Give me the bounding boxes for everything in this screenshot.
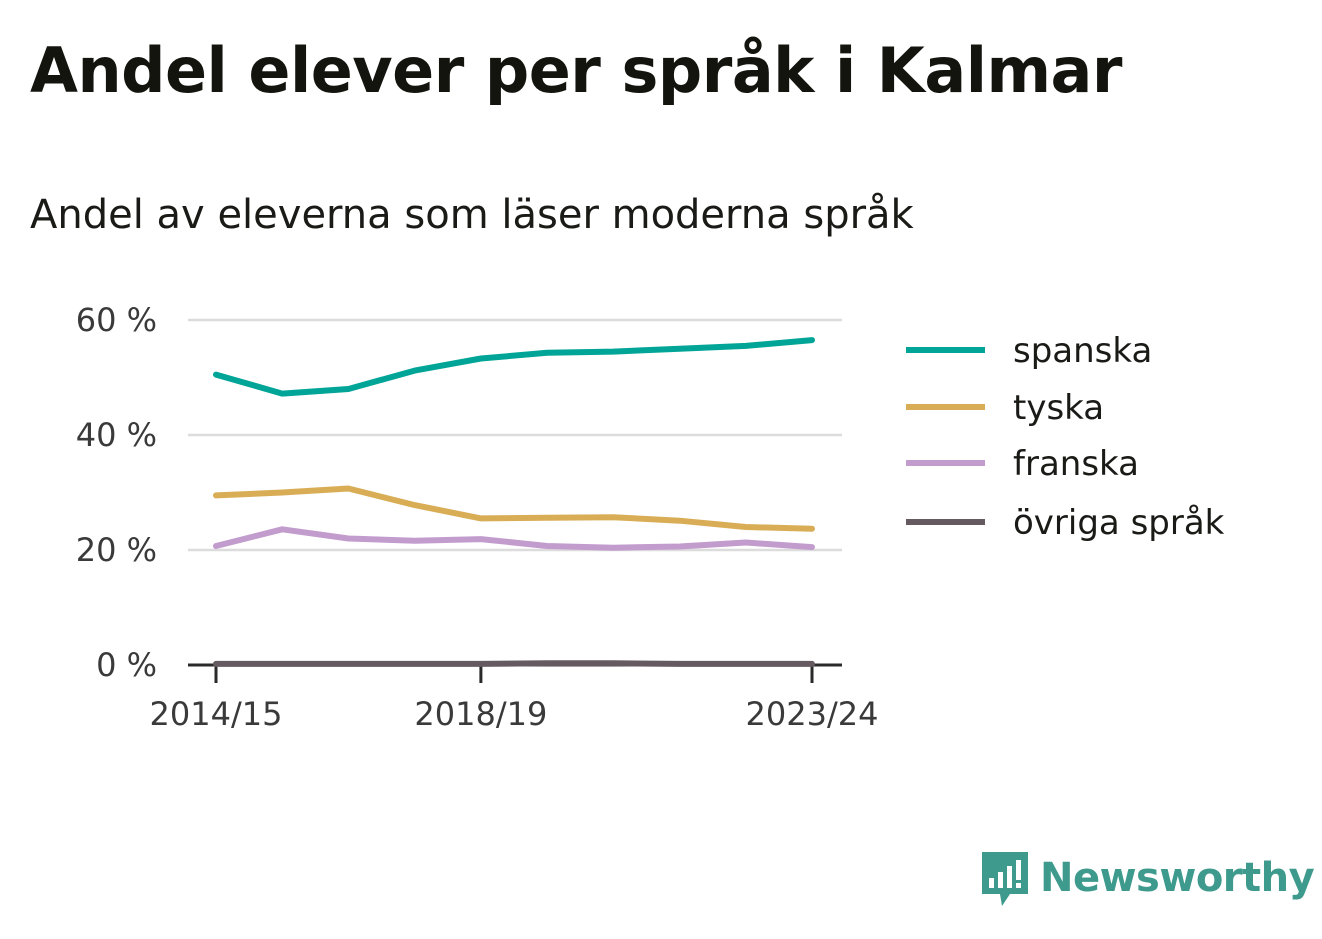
x-tick-label: 2014/15 bbox=[150, 695, 283, 733]
y-tick-label: 0 % bbox=[96, 646, 157, 684]
y-tick-label: 40 % bbox=[76, 416, 157, 454]
series-line-övriga-språk bbox=[213, 660, 815, 667]
y-tick-label: 60 % bbox=[76, 301, 157, 339]
legend-label: tyska bbox=[1013, 388, 1104, 428]
y-tick-label: 20 % bbox=[76, 531, 157, 569]
series-line-tyska bbox=[213, 485, 815, 532]
chart-subtitle: Andel av eleverna som läser moderna språ… bbox=[30, 192, 914, 238]
legend-label: spanska bbox=[1013, 331, 1152, 371]
x-tick-label: 2023/24 bbox=[746, 695, 879, 733]
x-tick-label: 2018/19 bbox=[414, 695, 547, 733]
bar-chart-speech-bubble-icon bbox=[982, 852, 1028, 906]
series-line-spanska bbox=[213, 337, 815, 397]
brand-logo: Newsworthy bbox=[980, 848, 1315, 908]
series-line-franska bbox=[213, 526, 815, 551]
chart-title: Andel elever per språk i Kalmar bbox=[30, 34, 1122, 107]
brand-name: Newsworthy bbox=[1040, 855, 1315, 901]
legend-label: franska bbox=[1013, 444, 1139, 484]
legend-label: övriga språk bbox=[1013, 503, 1225, 543]
